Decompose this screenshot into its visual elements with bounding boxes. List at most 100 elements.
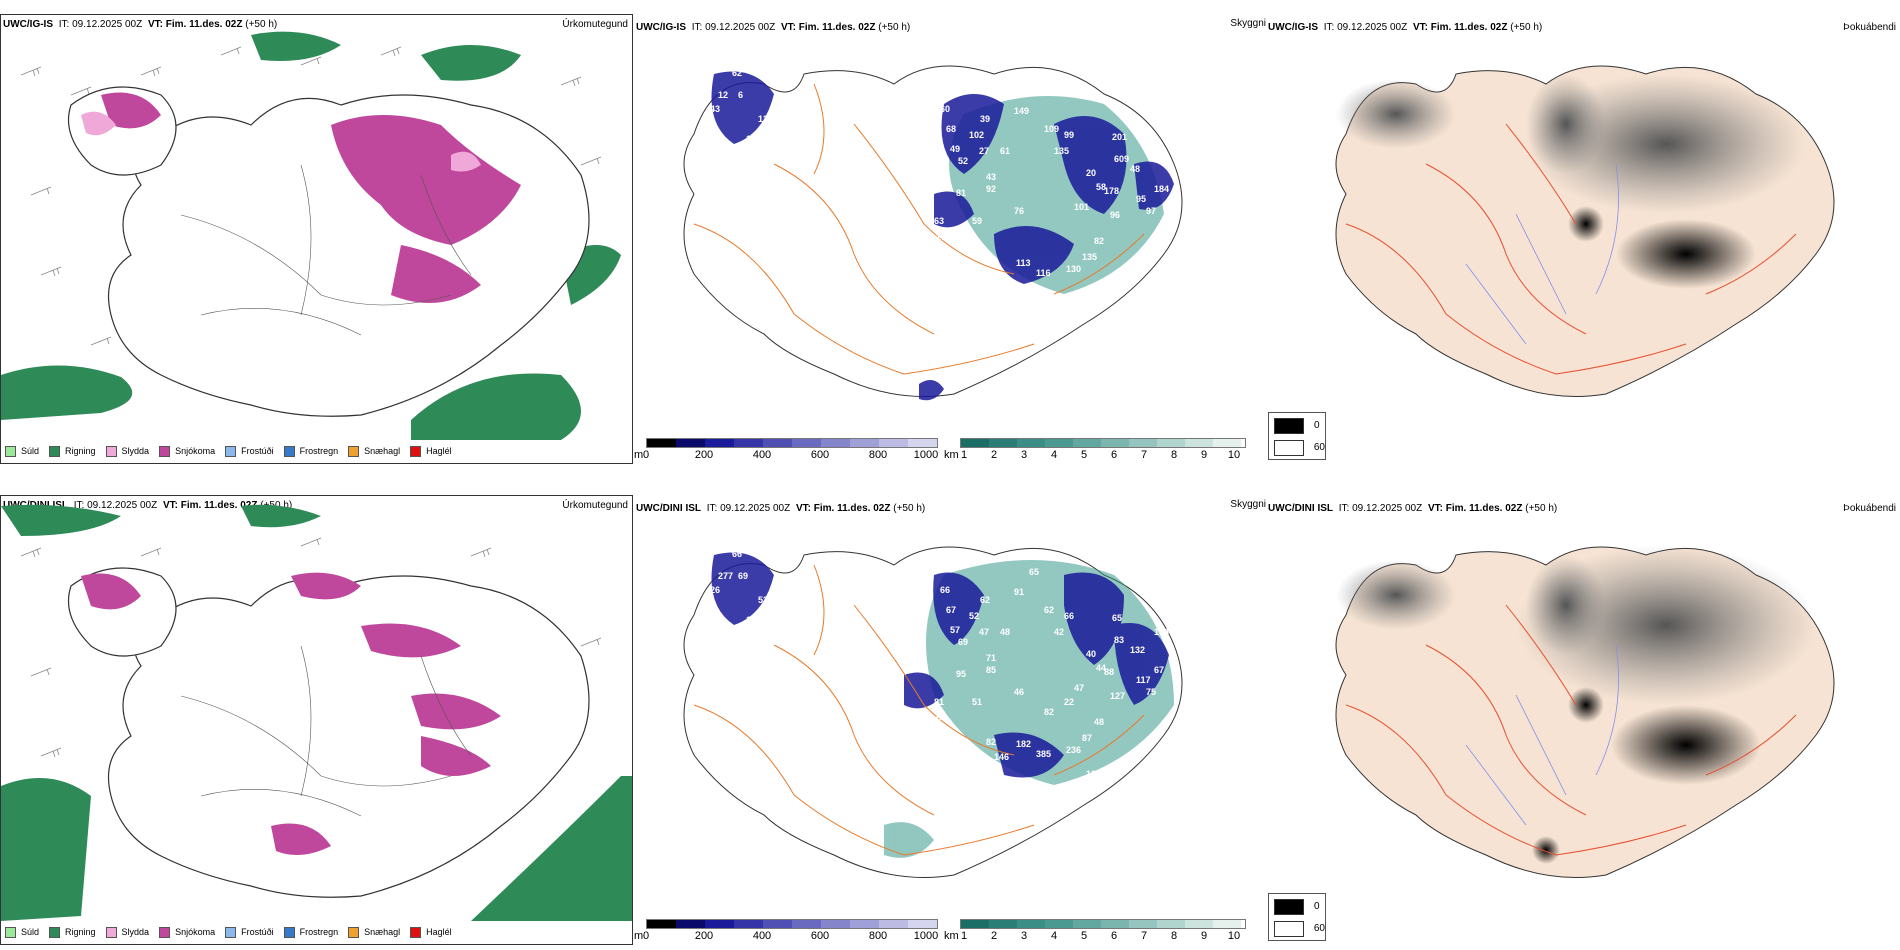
precip-type-panel-bottom: UWC/DINI ISL IT: 09.12.2025 00Z VT: Fim.… [0,495,633,945]
legend-item: Súld [5,445,39,457]
ceiling-label: 106 [1086,769,1101,779]
ceiling-label: 97 [986,256,996,266]
ceiling-label: 88 [934,246,944,256]
panel-title: UWC/IG-IS IT: 09.12.2025 00Z VT: Fim. 11… [636,22,911,33]
precip-legend: Súld Rigning Slydda Snjókoma Frostúði Fr… [5,924,462,940]
ceiling-map: 6667625247916562664248576971859551547682… [683,546,1183,878]
ceiling-label: 47 [979,627,989,637]
rain-area-n [1,504,121,536]
precip-map [1,31,621,440]
ceiling-label: 99 [892,863,902,873]
ceiling-label: 43 [710,104,720,114]
ceiling-label: 135 [1054,146,1069,156]
ceiling-label: 116 [1036,268,1051,278]
rain-area-ne [421,45,521,81]
ceiling-label: 102 [969,130,984,140]
ceiling-label: 91 [1014,587,1024,597]
ceiling-label: 87 [1082,733,1092,743]
ceiling-label: 52 [969,611,979,621]
ceiling-label: 47 [1074,683,1084,693]
ceiling-label: 109 [1044,124,1059,134]
ceiling-label: 63 [934,216,944,226]
rain-area-sw [1,778,91,921]
ceiling-label: 113 [1016,258,1031,268]
fog-map [1335,65,1835,397]
ceiling-label: 62 [1044,605,1054,615]
ceiling-label: 68 [946,124,956,134]
ceiling-label: 178 [1104,186,1119,196]
panel-type-label: Þokuábendi [1843,503,1896,514]
roads [180,164,472,336]
fog-panel-bottom: UWC/DINI ISL IT: 09.12.2025 00Z VT: Fim.… [1266,495,1900,943]
ceiling-label: 101 [1074,202,1089,212]
ceiling-label: 44 [1096,663,1106,673]
ceiling-label: 69 [958,637,968,647]
ceiling-label: 385 [1036,749,1051,759]
ceiling-label: 48 [1000,627,1010,637]
ceiling-label: 43 [986,172,996,182]
ceiling-label: 182 [1016,739,1031,749]
height-colorbar: m 0 200 400 600 800 1000 [634,919,939,945]
ceiling-label: 66 [1064,611,1074,621]
ceiling-label: 65 [1112,613,1122,623]
fog-dark-areas [1568,206,1756,289]
precip-legend: Súld Rigning Slydda Snjókoma Frostúði Fr… [5,443,462,459]
panel-type-label: Skyggni [1230,18,1266,29]
ceiling-label: 92 [986,184,996,194]
ceiling-label: 59 [972,216,982,226]
ceiling-label: 40 [1086,649,1096,659]
ceiling-label: 67 [1154,665,1164,675]
fog-panel-top: UWC/IG-IS IT: 09.12.2025 00Z VT: Fim. 11… [1266,14,1900,462]
roads [1345,604,1797,856]
ceiling-label: 42 [1054,627,1064,637]
visibility-colorbar: km 1 2 3 4 5 6 7 8 9 10 [944,438,1246,464]
legend-item: Frostúði [225,445,274,457]
low-cloud-dark [711,552,1169,778]
ceiling-label: 132 [1130,645,1145,655]
rain-area-sw [1,365,133,420]
ceiling-label: 65 [1029,567,1039,577]
ceiling-label: 66 [940,585,950,595]
ceiling-label: 48 [1130,164,1140,174]
snow-areas [101,92,521,303]
legend-item: Frostúði [225,926,274,938]
legend-item: Snjókoma [159,926,215,938]
ceiling-label: 20 [1086,168,1096,178]
legend-item: Frostregn [283,445,338,457]
legend-item: Slydda [105,926,149,938]
fog-grey-areas [1336,74,1806,214]
ceiling-label: 88 [1104,667,1114,677]
height-colorbar: m 0 200 400 600 800 1000 [634,438,939,464]
model-name: UWC/IG-IS [3,19,53,30]
ceiling-label: 66 [732,549,742,559]
low-cloud-dark [711,71,1174,401]
rivers [1465,644,1619,826]
ceiling-label: 51 [972,697,982,707]
ceiling-vis-panel-bottom: UWC/DINI ISL IT: 09.12.2025 00Z VT: Fim.… [634,495,1266,943]
legend-item: Haglél [410,445,452,457]
ceiling-label: 277 [718,571,733,581]
rain-area-se [471,776,632,921]
fog-map [1335,545,1835,878]
ceiling-label: 80 [1154,146,1164,156]
drizzle-slydda [81,111,481,172]
precip-type-panel-top: UWC/IG-IS IT: 09.12.2025 00Z VT: Fim. 11… [0,14,633,464]
legend-item: Slydda [105,445,149,457]
ceiling-label: 54 [936,713,946,723]
ceiling-label: 74 [1086,288,1096,298]
ceiling-label: 146 [994,752,1009,762]
ceiling-label: 76 [1014,206,1024,216]
ceiling-label: 130 [1066,264,1081,274]
legend-item: Súld [5,926,39,938]
rain-area-n [251,31,341,61]
ceiling-label: 60 [940,104,950,114]
ceiling-label: 81 [956,188,966,198]
ceiling-label: 149 [1014,106,1029,116]
ceiling-label: 46 [1014,687,1024,697]
ceiling-label: 49 [950,144,960,154]
ceiling-label: 48 [1094,717,1104,727]
ceiling-labels: 6667625247916562664248576971859551547682… [710,549,1169,873]
panel-title: UWC/DINI ISL IT: 09.12.2025 00Z VT: Fim.… [1268,503,1558,514]
